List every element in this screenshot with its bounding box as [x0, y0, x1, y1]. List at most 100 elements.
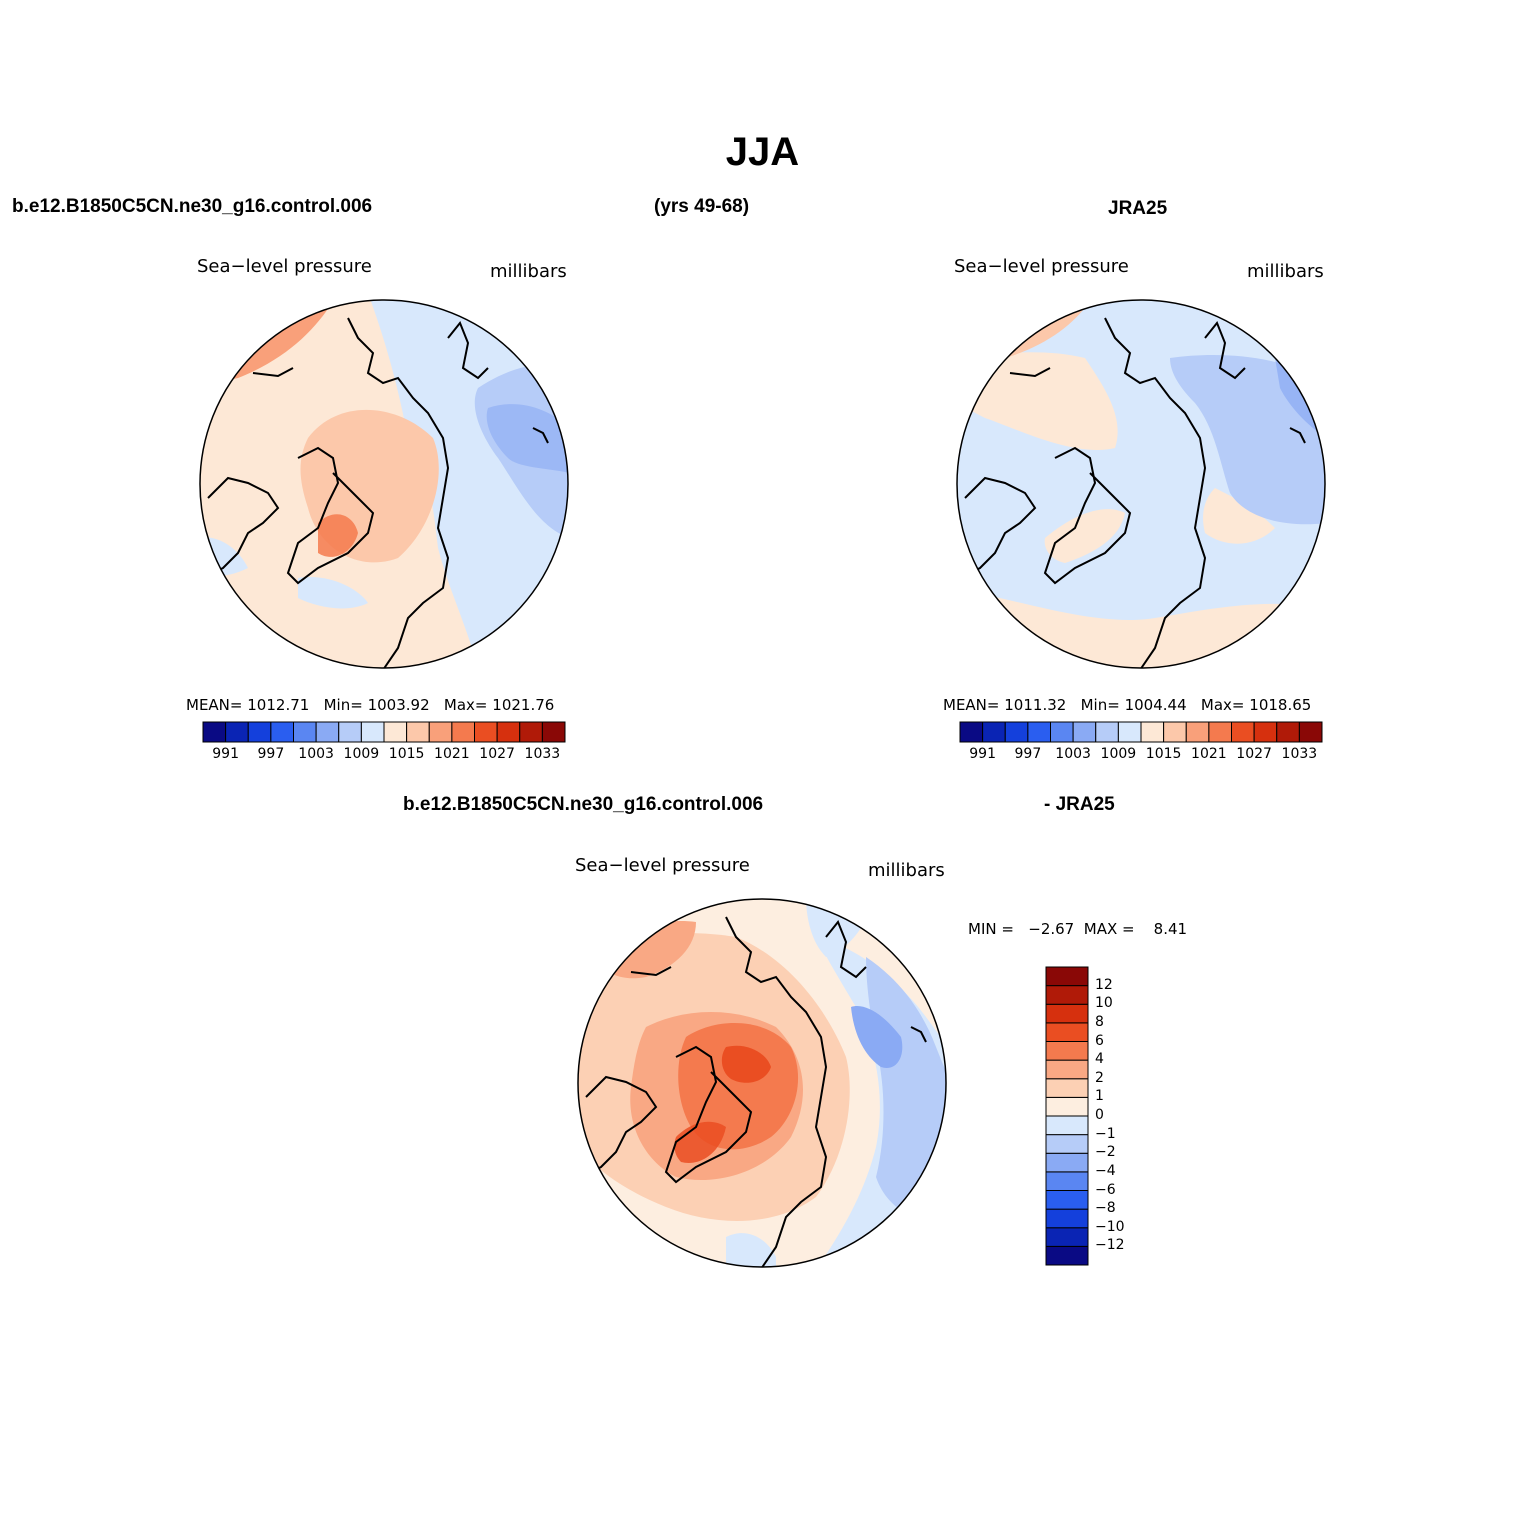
obs-mean-label: MEAN= [943, 696, 1000, 714]
obs-colorbar-swatch [1004, 721, 1029, 743]
model-max-value: 1021.76 [492, 696, 555, 714]
model-coast-4 [447, 321, 489, 380]
model-colorbar-ticks: 991 997 1003 1009 1015 1021 1027 1033 [203, 746, 565, 766]
diff-colorbar [1045, 966, 1089, 1266]
obs-colorbar-swatch [1072, 721, 1097, 743]
model-coast-5 [252, 367, 294, 378]
obs-map-border [956, 299, 1326, 669]
model-units-label: millibars [490, 261, 567, 282]
diff-variable-label: Sea−level pressure [575, 855, 750, 876]
diff-colorbar-swatch [1045, 1059, 1089, 1080]
diff-min-value: −2.67 [1028, 920, 1075, 938]
diff-colorbar-swatch [1045, 1190, 1089, 1210]
model-polar-map [199, 299, 569, 669]
model-colorbar-swatch [474, 721, 498, 743]
obs-name: JRA25 [1108, 198, 1168, 219]
diff-coast-6 [910, 1026, 927, 1043]
obs-coast-1 [1104, 317, 1207, 668]
diff-colorbar-tick-label: −2 [1095, 1144, 1116, 1161]
diff-colorbar-swatch [1045, 1208, 1089, 1229]
diff-colorbar-swatch [1045, 1096, 1089, 1117]
model-colorbar-swatch [247, 721, 272, 743]
obs-colorbar-tick-label: 991 [969, 746, 996, 762]
model-colorbar-tick-label: 1003 [298, 746, 334, 762]
obs-colorbar-swatch [1208, 721, 1232, 743]
model-colorbar-tick-label: 1009 [343, 746, 380, 762]
model-low-atlantic [298, 577, 368, 609]
obs-colorbar-swatch [1050, 721, 1074, 743]
model-colorbar-swatch [383, 721, 408, 743]
obs-mean-value: 1011.32 [1004, 696, 1067, 714]
model-colorbar-swatch [270, 721, 294, 743]
obs-colorbar-tick-label: 997 [1014, 746, 1042, 762]
obs-colorbar-swatch [1117, 721, 1142, 743]
diff-colorbar-tick-label: 4 [1095, 1051, 1104, 1068]
obs-colorbar-swatch [1163, 721, 1187, 743]
model-coast-1 [347, 317, 450, 668]
diff-colorbar-tick-label: 0 [1095, 1107, 1104, 1123]
diff-max-value: 8.41 [1153, 920, 1188, 938]
obs-coast-6 [1289, 427, 1306, 444]
model-colorbar-swatch [406, 721, 430, 743]
diff-colorbar-ticks: −12 −10 −8 −6 −4 −2 −1 0 1 2 4 6 8 10 12 [1095, 966, 1155, 1266]
obs-stats: MEAN= 1011.32 Min= 1004.44 Max= 1018.65 [943, 696, 1311, 714]
model-min-label: Min= [323, 696, 363, 714]
model-mean-label: MEAN= [186, 696, 243, 714]
diff-map-border [577, 898, 947, 1268]
model-colorbar [202, 721, 566, 743]
model-high-greenland [318, 514, 358, 557]
diff-colorbar-swatch [1045, 1245, 1089, 1266]
obs-colorbar-tick-label: 1003 [1055, 746, 1091, 762]
diff-colorbar-tick-label: −4 [1095, 1162, 1116, 1179]
diff-colorbar-tick-label: 10 [1095, 995, 1113, 1012]
diff-colorbar-tick-label: 8 [1095, 1013, 1104, 1030]
model-coast-6 [532, 427, 549, 444]
diff-obs-name: - JRA25 [1044, 794, 1115, 815]
obs-coast-3 [959, 476, 1037, 579]
obs-colorbar-swatch [1095, 721, 1119, 743]
model-colorbar-swatch [202, 721, 227, 743]
diff-colorbar-swatch [1045, 1041, 1089, 1061]
diff-case-name: b.e12.B1850C5CN.ne30_g16.control.006 [403, 794, 764, 815]
model-colorbar-swatch [360, 721, 385, 743]
model-colorbar-swatch [225, 721, 249, 743]
diff-colorbar-tick-label: −10 [1095, 1218, 1125, 1235]
obs-colorbar-tick-label: 1033 [1281, 746, 1318, 762]
obs-max-value: 1018.65 [1249, 696, 1312, 714]
case-name: b.e12.B1850C5CN.ne30_g16.control.006 [12, 196, 373, 217]
model-colorbar-swatch [315, 721, 340, 743]
obs-colorbar-swatch [1298, 721, 1323, 743]
obs-high-greenland [1044, 509, 1125, 563]
obs-units-label: millibars [1247, 261, 1324, 282]
diff-colorbar-swatch [1045, 1022, 1089, 1042]
model-colorbar-swatch [519, 721, 543, 743]
diff-colorbar-swatch [1045, 966, 1089, 987]
model-min-value: 1003.92 [367, 696, 430, 714]
diff-coast-3 [580, 1075, 658, 1178]
obs-colorbar-tick-label: 1009 [1100, 746, 1137, 762]
model-mean-value: 1012.71 [247, 696, 310, 714]
model-colorbar-swatch [496, 721, 521, 743]
diff-colorbar-tick-label: −1 [1095, 1125, 1116, 1142]
diff-colorbar-swatch [1045, 1227, 1089, 1247]
diff-colorbar-tick-label: 12 [1095, 976, 1113, 993]
obs-min-label: Min= [1080, 696, 1120, 714]
model-colorbar-tick-label: 1021 [434, 746, 470, 762]
obs-colorbar-swatch [959, 721, 984, 743]
obs-colorbar-swatch [1185, 721, 1210, 743]
obs-colorbar-tick-label: 1027 [1236, 746, 1272, 762]
model-colorbar-swatch [428, 721, 453, 743]
model-colorbar-swatch [293, 721, 317, 743]
model-max-label: Max= [443, 696, 488, 714]
model-stats: MEAN= 1012.71 Min= 1003.92 Max= 1021.76 [186, 696, 554, 714]
diff-stats: MIN = −2.67 MAX = 8.41 [968, 920, 1187, 938]
obs-polar-map [956, 299, 1326, 669]
obs-colorbar-swatch [1231, 721, 1255, 743]
diff-coast-5 [630, 966, 672, 977]
diff-colorbar-swatch [1045, 1115, 1089, 1136]
model-colorbar-tick-label: 997 [257, 746, 285, 762]
diff-pos-greenland [674, 1121, 726, 1163]
obs-variable-label: Sea−level pressure [954, 256, 1129, 277]
obs-colorbar-swatch [1253, 721, 1278, 743]
diff-colorbar-tick-label: 6 [1095, 1032, 1104, 1049]
